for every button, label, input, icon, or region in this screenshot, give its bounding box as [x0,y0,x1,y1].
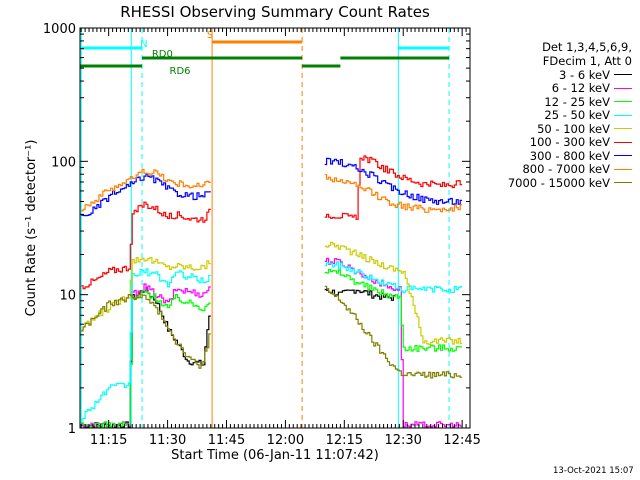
x-tick-label: 11:15 [90,433,127,448]
series-line [324,261,463,294]
chart-legend: Det 1,3,4,5,6,9, FDecim 1, Att 0 3 - 6 k… [482,40,632,190]
x-tick-label: 12:00 [267,433,304,448]
series-line [324,257,463,428]
legend-color-swatch [614,87,632,89]
y-tick-label: 10 [59,289,76,304]
legend-entry-label: 3 - 6 keV [559,67,610,82]
legend-color-swatch [614,182,632,184]
state-label-rd0: RD0 [152,49,173,60]
legend-entry-label: 12 - 25 keV [544,94,610,109]
legend-entry-label: 800 - 7000 keV [522,162,610,177]
legend-header-line-1: Det 1,3,4,5,6,9, [542,40,632,54]
legend-entry: 100 - 300 keV [482,135,632,150]
series-line [81,173,211,217]
legend-entry-label: 25 - 50 keV [544,108,610,123]
y-axis-label: Count Rate (s⁻¹ detector⁻¹) [24,140,39,317]
x-tick-label: 12:15 [326,433,363,448]
series-line [324,157,463,205]
legend-color-swatch [614,155,632,157]
legend-entry: 12 - 25 keV [482,95,632,109]
series-line [81,168,211,212]
x-tick-label: 12:30 [384,433,421,448]
series-line [81,293,211,369]
legend-entry: 50 - 100 keV [482,122,632,136]
series-line [81,257,211,331]
y-tick-label: 100 [51,155,76,170]
y-tick-label: 1000 [43,22,76,37]
x-tick-label: 11:45 [208,433,245,448]
legend-entry-label: 100 - 300 keV [529,135,610,150]
x-tick-label: 12:45 [443,433,480,448]
legend-entry-label: 50 - 100 keV [537,121,610,136]
chart-title: RHESSI Observing Summary Count Rates [120,3,430,21]
legend-entry: 7000 - 15000 keV [482,176,632,190]
series-line [324,285,463,379]
series-line [324,268,463,352]
legend-entry-label: 7000 - 15000 keV [507,175,610,190]
legend-color-swatch [614,168,632,170]
plot-frame [79,27,471,429]
legend-entry: 800 - 7000 keV [482,162,632,177]
series-line [324,174,463,213]
x-axis-label: Start Time (06-Jan-11 11:07:42) [171,448,379,463]
state-label-rd6: RD6 [170,66,191,77]
legend-color-swatch [614,114,632,116]
y-tick-label: 1 [68,422,76,437]
legend-entry: 25 - 50 keV [482,108,632,123]
state-label-n: N [140,39,147,50]
x-tick-label: 11:30 [149,433,186,448]
series-line [81,290,211,428]
series-line [81,268,211,421]
legend-color-swatch [614,128,632,130]
legend-entry: 6 - 12 keV [482,81,632,96]
legend-color-swatch [614,141,632,143]
generation-timestamp: 13-Oct-2021 15:07 [553,466,634,476]
series-line [324,155,463,220]
legend-color-swatch [614,74,632,76]
legend-entry: 3 - 6 keV [482,68,632,82]
series-line [81,283,211,428]
series-line [324,241,463,345]
legend-header-line-2: FDecim 1, Att 0 [542,53,632,68]
legend-color-swatch [614,101,632,103]
state-label-s: S [207,30,213,41]
legend-entry: 300 - 800 keV [482,149,632,163]
legend-entry-label: 6 - 12 keV [551,81,610,96]
series-line [81,201,211,290]
legend-entry-label: 300 - 800 keV [529,148,610,163]
